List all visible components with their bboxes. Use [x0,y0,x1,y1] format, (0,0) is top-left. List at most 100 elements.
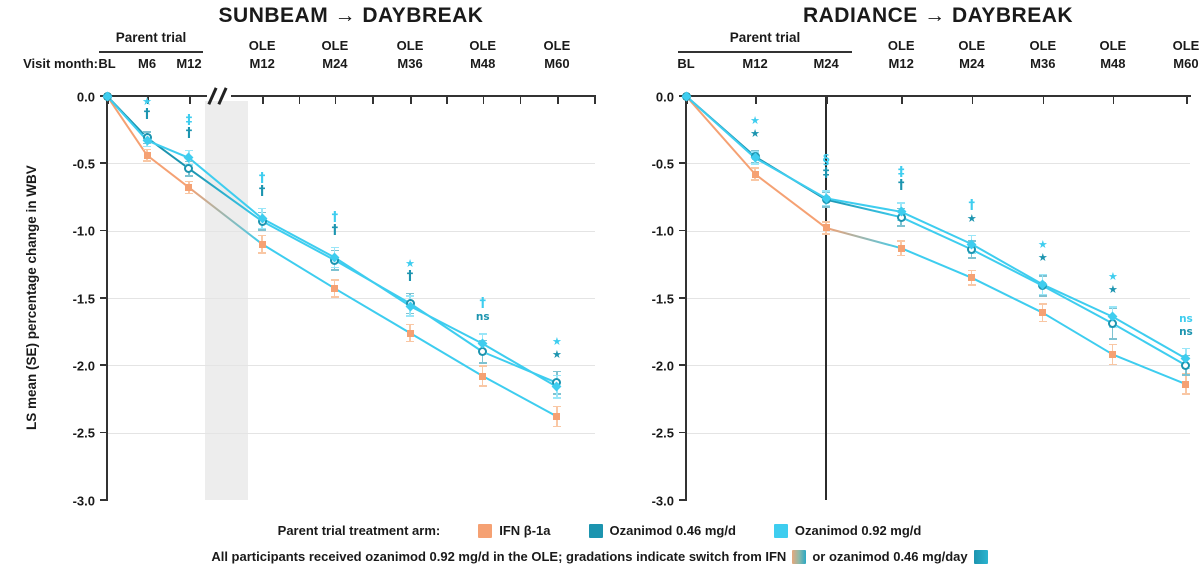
x-tick-label-ole: OLE [543,38,571,53]
x-tick-label-ole-month: M12 [249,56,275,71]
marker-ifn-square [479,372,487,380]
marker-ifn-square [406,329,414,337]
y-tick-label: -0.5 [651,156,674,172]
sig-annotation: ★ [750,113,760,127]
y-tick [679,364,686,366]
marker-ifn-square [1039,309,1047,317]
legend-item-label: Ozanimod 0.46 mg/d [609,523,736,538]
gradation-swatch-ifn [792,549,807,564]
sig-annotation: ★ [551,334,562,348]
parent-trial-label: Parent trial [729,30,801,45]
y-tick [100,499,107,501]
x-tick-label-ole-month: M48 [470,56,496,71]
y-tick-label: -2.0 [651,358,674,374]
x-tick [755,97,757,104]
y-tick-label: 0.0 [655,89,674,104]
visit-month-label: Visit month: [23,56,98,71]
x-end-tick [594,97,596,104]
phase-divider-line [825,96,827,500]
x-tick [334,97,337,104]
legend-title: Parent trial treatment arm: [277,523,441,538]
x-tick-label: M24 [813,56,839,71]
y-tick [679,499,686,501]
x-tick [971,97,974,104]
x-tick-label-ole-month: M24 [959,56,985,71]
legend-item: Ozanimod 0.92 mg/d [773,523,921,538]
gridline [108,432,595,434]
sig-annotation: ‡ [185,112,193,128]
gradation-swatch-046 [973,549,988,564]
sig-annotation: ‡ [897,165,905,181]
y-tick-label: -1.5 [651,291,674,306]
x-tick-label-ole: OLE [469,38,497,53]
x-tick-label-ole-month: M36 [397,56,423,71]
y-tick-label: -0.5 [72,156,95,172]
x-tick-label-ole: OLE [248,38,276,53]
sig-annotation: † [143,107,151,122]
x-tick-label-ole: OLE [321,38,349,53]
x-tick [1185,97,1188,104]
x-tick-label-ole-month: M60 [544,56,570,71]
left-panel-title: SUNBEAM → DAYBREAK [218,4,484,27]
y-tick [679,162,686,164]
gridline [687,230,1190,232]
marker-ifn-square [331,285,339,293]
sig-annotation: † [479,296,487,311]
sig-annotation: ‡ [822,166,830,182]
marker-ifn-square [1109,351,1117,359]
legend-row-2: All participants received ozanimod 0.92 … [0,549,1199,564]
marker-ifn-square [258,240,266,248]
sig-annotation: ★ [1037,237,1048,251]
x-tick-label-ole: OLE [958,38,986,53]
y-tick-label: -1.0 [72,223,95,239]
legend-swatch-ifn [478,523,493,538]
marker-ifn-square [185,184,193,192]
series-lines [106,95,558,418]
y-tick-label: -3.0 [72,493,95,508]
sig-annotation: ★ [405,256,415,270]
sig-annotation: ★ [551,347,562,361]
x-tick-label: M12 [742,56,768,71]
axis-break-gap [207,92,232,101]
x-tick [410,97,412,104]
x-tick [147,97,149,104]
y-tick [679,297,686,299]
y-tick [100,229,107,232]
marker-ifn-square [143,151,151,159]
legend-note-text-2: or ozanimod 0.46 mg/day [812,549,968,564]
sig-annotation: ★ [142,95,152,108]
y-tick-label: -2.5 [651,425,674,441]
sig-annotation: † [406,268,414,284]
parent-trial-underline [678,51,853,53]
x-axis-line [106,95,596,97]
sig-annotation: § [822,153,830,169]
y-tick-label: -2.0 [72,358,95,374]
legend-swatch-oza046 [588,523,603,538]
marker-ifn-square [1182,380,1190,388]
x-tick-label-ole: OLE [887,38,915,53]
x-tick [1042,97,1045,104]
x-tick-label-ole: OLE [1172,38,1199,53]
y-tick [100,162,107,164]
gridline [687,432,1190,434]
sig-annotation: ★ [966,211,977,225]
y-tick-label: -3.0 [651,493,674,508]
x-tick [262,97,264,104]
y-tick-label: -1.5 [72,291,95,306]
x-minor-tick [446,97,448,104]
sig-annotation: † [897,178,905,194]
x-tick-label: M6 [137,56,157,71]
sig-annotation: ns [1179,325,1193,338]
sig-annotation: ns [1179,312,1193,325]
legend-item: Ozanimod 0.46 mg/d [588,523,736,538]
sig-annotation: ★ [750,126,760,140]
legend-item: IFN β-1a [478,523,551,538]
sig-annotation: ★ [1107,283,1118,297]
gridline [687,163,1190,165]
x-axis-line [685,95,1191,97]
x-tick-label-ole: OLE [1099,38,1127,53]
x-tick-label-ole-month: M24 [322,56,348,71]
marker-046-open-circle [184,164,194,174]
x-tick [1112,97,1115,104]
